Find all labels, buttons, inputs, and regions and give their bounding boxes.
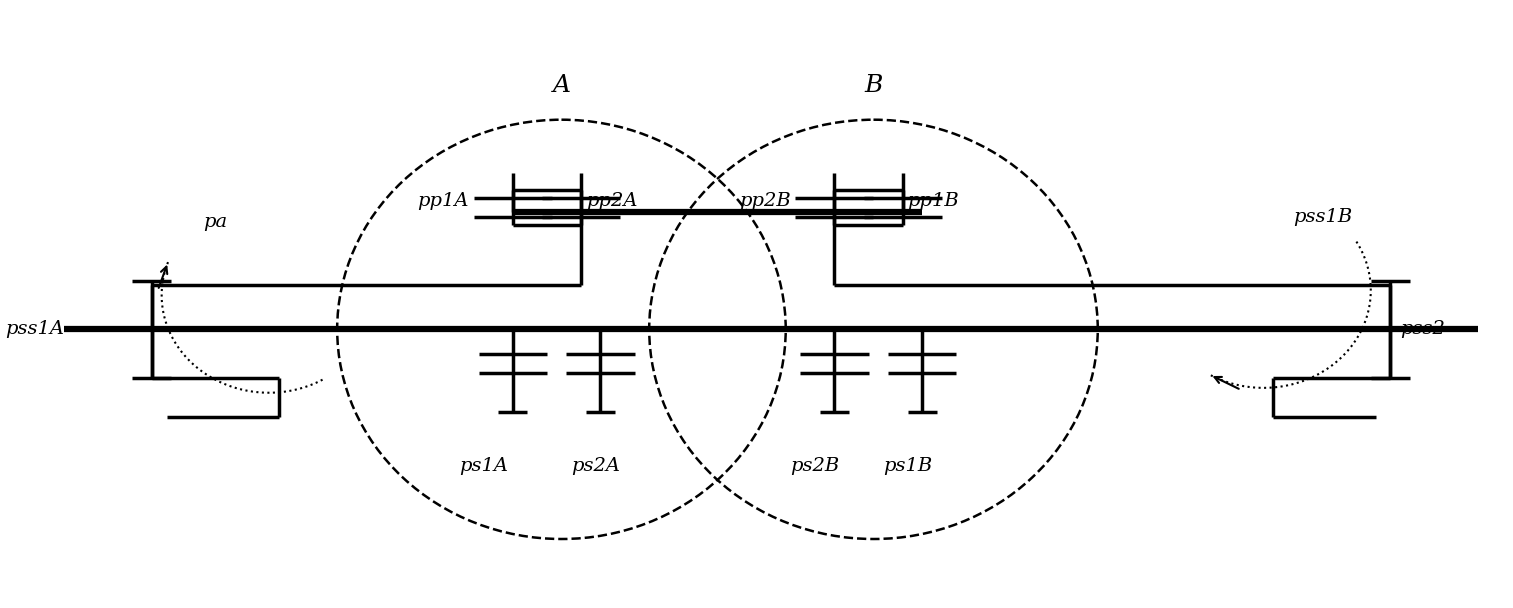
Text: pp2B: pp2B (738, 192, 791, 210)
Text: ps2B: ps2B (790, 457, 840, 475)
Text: A: A (552, 74, 570, 97)
Text: pp1B: pp1B (908, 192, 959, 210)
Text: pss2: pss2 (1400, 320, 1445, 339)
Text: pss1A: pss1A (5, 320, 64, 339)
Text: ps1B: ps1B (884, 457, 932, 475)
Text: ps1A: ps1A (458, 457, 508, 475)
Text: pp1A: pp1A (418, 192, 469, 210)
Text: ps2A: ps2A (570, 457, 620, 475)
Text: pa: pa (203, 213, 227, 231)
Text: pss1B: pss1B (1292, 208, 1353, 226)
Text: B: B (864, 74, 882, 97)
Text: pp2A: pp2A (586, 192, 637, 210)
